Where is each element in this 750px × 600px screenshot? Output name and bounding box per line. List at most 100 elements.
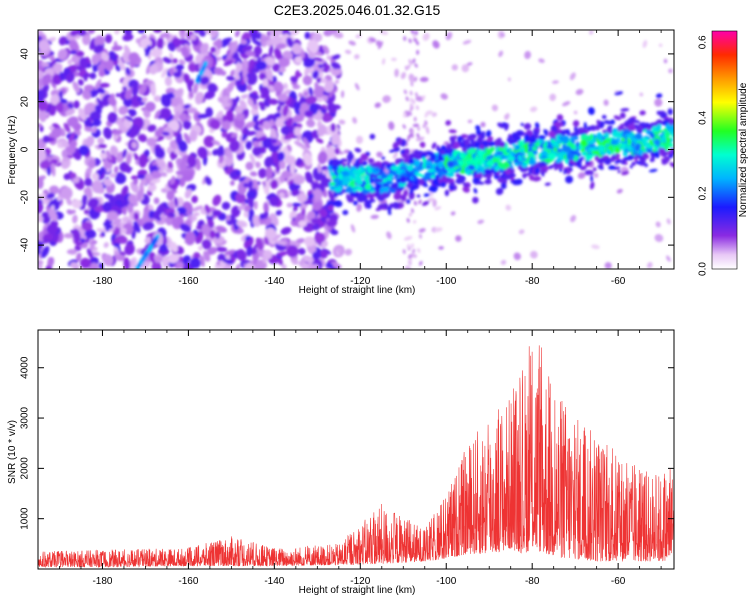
heatmap-cell: [230, 180, 235, 186]
heatmap-cell: [656, 119, 663, 125]
heatmap-cell: [184, 188, 192, 199]
heatmap-cell: [103, 178, 113, 187]
heatmap-cell: [441, 175, 448, 183]
heatmap-cell: [464, 166, 469, 173]
heatmap-cell: [73, 100, 80, 109]
heatmap-cell: [330, 123, 336, 132]
heatmap-cell: [467, 164, 476, 170]
heatmap-cell: [655, 221, 661, 228]
heatmap-cell: [592, 167, 597, 172]
heatmap-cell: [589, 125, 597, 131]
heatmap-cell: [412, 58, 416, 64]
heatmap-cell: [663, 58, 668, 64]
heatmap-cell: [569, 72, 576, 81]
heatmap-cell: [400, 72, 407, 80]
heatmap-cell: [377, 41, 384, 50]
heatmap-cell: [296, 157, 302, 166]
heatmap-cell: [659, 148, 666, 156]
heatmap-cell: [497, 147, 503, 152]
heatmap-cell: [432, 199, 437, 208]
heatmap-cell: [422, 123, 426, 129]
heatmap-cell: [124, 89, 133, 100]
x-tick-label: -120: [350, 276, 370, 287]
heatmap-cell: [514, 178, 523, 186]
heatmap-cell: [79, 57, 88, 68]
heatmap-cell: [236, 249, 247, 261]
heatmap-cell: [454, 167, 463, 174]
heatmap-cell: [565, 175, 574, 184]
heatmap-cell: [520, 122, 524, 127]
heatmap-cell: [409, 90, 413, 96]
heatmap-cell: [406, 199, 411, 204]
heatmap-cell: [127, 203, 134, 214]
heatmap-cell: [240, 94, 249, 99]
heatmap-cell: [58, 90, 64, 100]
heatmap-cell: [61, 141, 70, 148]
heatmap-cell: [91, 126, 97, 134]
heatmap-cell: [38, 89, 45, 103]
heatmap-cell: [635, 160, 641, 165]
heatmap-cell: [539, 168, 548, 173]
heatmap-cell: [312, 251, 321, 260]
heatmap-cell: [418, 228, 426, 233]
heatmap-cell: [358, 159, 363, 163]
heatmap-cell: [79, 257, 92, 269]
heatmap-cell: [348, 40, 356, 46]
heatmap-cell: [358, 167, 362, 172]
heatmap-cell: [271, 234, 282, 241]
heatmap-cell: [42, 73, 52, 86]
colorbar-tick-label: 0.0: [698, 262, 709, 276]
heatmap-cell: [360, 153, 369, 161]
heatmap-cell: [98, 166, 105, 177]
heatmap-cell: [357, 192, 367, 201]
heatmap-cell: [338, 119, 346, 125]
heatmap-cell: [221, 201, 231, 210]
heatmap-cell: [553, 162, 559, 168]
heatmap-cell: [347, 196, 354, 203]
heatmap-cell: [408, 158, 415, 165]
heatmap-cell: [483, 168, 492, 175]
heatmap-cell: [466, 62, 473, 66]
heatmap-cell: [418, 233, 423, 239]
heatmap-cell: [543, 147, 548, 152]
heatmap-cell: [346, 153, 355, 161]
heatmap-cell: [292, 206, 298, 212]
heatmap-cell: [82, 89, 92, 100]
heatmap-cell: [557, 164, 564, 169]
heatmap-cell: [415, 165, 424, 172]
heatmap-cell: [621, 170, 630, 176]
heatmap-cell: [448, 129, 457, 134]
heatmap-cell: [312, 32, 323, 43]
heatmap-cell: [174, 196, 179, 208]
heatmap-cell: [411, 99, 416, 105]
heatmap-cell: [540, 155, 547, 159]
heatmap-cell: [265, 180, 270, 189]
heatmap-cell: [263, 202, 269, 213]
snr-series-line: [38, 345, 674, 568]
heatmap-xlabel: Height of straight line (km): [299, 285, 416, 296]
heatmap-cell: [252, 146, 262, 157]
heatmap-cell: [333, 177, 340, 183]
heatmap-cell: [591, 244, 600, 250]
heatmap-cell: [331, 68, 342, 76]
heatmap-cell: [356, 203, 362, 212]
heatmap-cell: [245, 130, 257, 136]
heatmap-cell: [49, 185, 60, 195]
heatmap-cell: [414, 63, 418, 68]
heatmap-cell: [398, 172, 407, 178]
heatmap-cell: [474, 172, 483, 178]
heatmap-cell: [532, 176, 542, 182]
heatmap-cell: [495, 187, 504, 195]
heatmap-cell: [660, 135, 666, 144]
y-tick-label: 1000: [20, 507, 31, 530]
heatmap-cell: [562, 101, 571, 107]
heatmap-cell: [474, 164, 479, 169]
heatmap-cell: [40, 245, 50, 259]
heatmap-cell: [399, 175, 406, 183]
heatmap-cell: [638, 149, 644, 156]
heatmap-cell: [278, 192, 285, 199]
heatmap-cell: [428, 184, 438, 193]
x-tick-label: -60: [611, 576, 626, 587]
heatmap-cell: [270, 138, 278, 144]
